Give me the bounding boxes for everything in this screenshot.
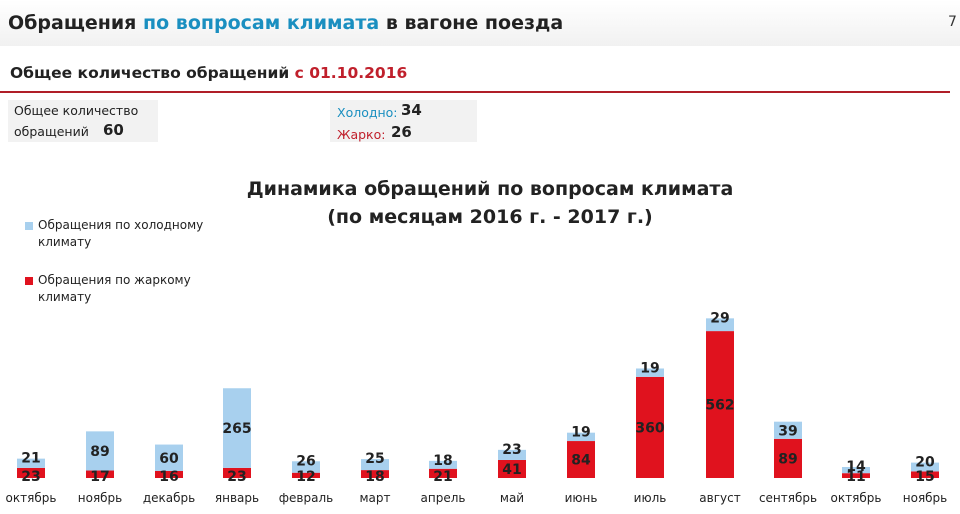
bar-hot-6 <box>429 468 457 478</box>
bar-cold-2 <box>155 444 183 471</box>
label-cold-1: 89 <box>90 444 109 460</box>
bar-hot-12 <box>842 473 870 478</box>
label-cold-5: 25 <box>365 451 384 467</box>
bar-cold-8 <box>567 432 595 442</box>
x-tick-11: сентябрь <box>759 491 817 505</box>
label-hot-6: 21 <box>433 469 452 485</box>
label-cold-8: 19 <box>571 425 590 441</box>
total-box <box>8 100 158 142</box>
title-part-2: по вопросам климата <box>143 12 380 34</box>
subtitle: Общее количество обращений с 01.10.2016 <box>10 64 407 82</box>
bar-cold-5 <box>361 459 389 471</box>
label-hot-4: 12 <box>296 469 315 485</box>
bar-cold-9 <box>636 368 664 377</box>
total-label-line1: Общее количество <box>14 103 139 118</box>
bar-hot-10 <box>706 331 734 478</box>
x-tick-6: апрель <box>421 491 466 505</box>
label-cold-10: 29 <box>710 310 729 326</box>
label-hot-7: 41 <box>502 462 521 478</box>
split-box <box>330 100 477 142</box>
x-tick-12: октябрь <box>831 491 882 505</box>
bar-cold-12 <box>842 467 870 474</box>
label-hot-8: 84 <box>571 453 591 469</box>
cold-value: 34 <box>401 101 422 119</box>
bar-hot-5 <box>361 470 389 478</box>
cold-label: Холодно: <box>337 105 398 120</box>
bar-cold-6 <box>429 460 457 469</box>
bar-hot-11 <box>774 438 802 478</box>
x-tick-7: май <box>500 491 524 505</box>
bar-hot-13 <box>911 471 939 478</box>
legend-label-hot: Обращения по жаркому климату <box>38 273 191 304</box>
label-cold-12: 14 <box>846 459 866 475</box>
label-hot-5: 18 <box>365 469 384 485</box>
bar-cold-1 <box>86 431 114 471</box>
label-cold-2: 60 <box>159 451 179 467</box>
title-band <box>0 0 960 46</box>
chart-title-line2: (по месяцам 2016 г. - 2017 г.) <box>327 206 653 228</box>
label-hot-10: 562 <box>705 398 734 414</box>
hot-value: 26 <box>391 123 412 141</box>
label-cold-9: 19 <box>640 360 659 376</box>
label-cold-13: 20 <box>915 455 935 471</box>
bar-hot-4 <box>292 472 320 478</box>
bar-cold-10 <box>706 318 734 332</box>
subtitle-date: с 01.10.2016 <box>294 64 408 82</box>
bar-hot-8 <box>567 441 595 478</box>
hot-label: Жарко: <box>337 127 386 142</box>
label-hot-3: 23 <box>227 469 246 485</box>
legend-swatch-hot <box>25 277 33 285</box>
label-cold-0: 21 <box>21 451 40 467</box>
title-part-1: Обращения <box>8 12 137 34</box>
bar-cold-11 <box>774 421 802 439</box>
title-part-3: в вагоне поезда <box>385 12 564 34</box>
bar-hot-3 <box>223 467 251 478</box>
bar-hot-7 <box>498 459 526 478</box>
x-tick-3: январь <box>215 491 259 505</box>
x-tick-5: март <box>359 491 390 505</box>
x-tick-2: декабрь <box>143 491 195 505</box>
x-tick-8: июнь <box>565 491 598 505</box>
label-cold-6: 18 <box>433 453 452 469</box>
label-hot-11: 89 <box>778 451 797 467</box>
page-title: Обращения по вопросам климата в вагоне п… <box>8 12 563 34</box>
label-hot-0: 23 <box>21 469 40 485</box>
bar-cold-7 <box>498 449 526 460</box>
subtitle-text: Общее количество обращений <box>10 64 290 82</box>
x-tick-13: ноябрь <box>903 491 948 505</box>
legend-swatch-cold <box>25 222 33 230</box>
page-number: 7 <box>948 14 957 30</box>
x-tick-4: февраль <box>279 491 333 505</box>
label-cold-7: 23 <box>502 442 521 458</box>
x-tick-0: октябрь <box>6 491 57 505</box>
bar-cold-13 <box>911 462 939 472</box>
x-tick-9: июль <box>634 491 667 505</box>
label-cold-4: 26 <box>296 453 315 469</box>
bar-cold-3 <box>223 388 251 468</box>
bar-cold-0 <box>17 458 45 468</box>
label-hot-12: 11 <box>846 469 865 485</box>
bar-hot-1 <box>86 470 114 478</box>
label-hot-1: 17 <box>90 469 109 485</box>
bar-hot-9 <box>636 376 664 478</box>
total-value: 60 <box>103 121 124 139</box>
label-cold-11: 39 <box>778 423 797 439</box>
label-cold-3: 265 <box>222 421 251 437</box>
bar-cold-4 <box>292 461 320 473</box>
bar-hot-2 <box>155 470 183 478</box>
chart-title-line1: Динамика обращений по вопросам климата <box>246 178 734 200</box>
label-hot-13: 15 <box>915 469 934 485</box>
label-hot-2: 16 <box>159 469 178 485</box>
total-label-line2: обращений <box>14 124 89 139</box>
x-tick-10: август <box>699 491 740 505</box>
legend-label-cold: Обращения по холодному климату <box>38 218 204 249</box>
subtitle-underline <box>0 91 950 93</box>
x-tick-1: ноябрь <box>78 491 123 505</box>
label-hot-9: 360 <box>635 420 664 436</box>
bar-hot-0 <box>17 467 45 478</box>
